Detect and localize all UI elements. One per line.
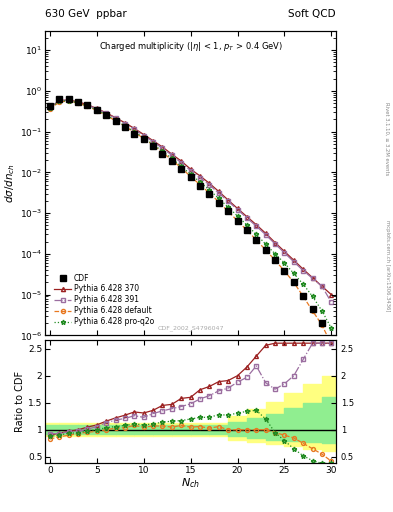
Text: Soft QCD: Soft QCD xyxy=(288,9,336,19)
Text: CDF_2002_S4796047: CDF_2002_S4796047 xyxy=(157,325,224,331)
Y-axis label: Ratio to CDF: Ratio to CDF xyxy=(15,371,25,433)
Legend: CDF, Pythia 6.428 370, Pythia 6.428 391, Pythia 6.428 default, Pythia 6.428 pro-: CDF, Pythia 6.428 370, Pythia 6.428 391,… xyxy=(52,271,157,329)
Y-axis label: $d\sigma/dn_{ch}$: $d\sigma/dn_{ch}$ xyxy=(3,163,17,203)
Text: mcplots.cern.ch [arXiv:1306.3436]: mcplots.cern.ch [arXiv:1306.3436] xyxy=(385,221,389,312)
Text: 630 GeV  ppbar: 630 GeV ppbar xyxy=(45,9,127,19)
Text: Rivet 3.1.10, ≥ 3.2M events: Rivet 3.1.10, ≥ 3.2M events xyxy=(385,101,389,175)
X-axis label: $N_{ch}$: $N_{ch}$ xyxy=(181,477,200,490)
Text: Charged multiplicity ($|\eta|$ < 1, $p_T$ > 0.4 GeV): Charged multiplicity ($|\eta|$ < 1, $p_T… xyxy=(99,40,283,53)
